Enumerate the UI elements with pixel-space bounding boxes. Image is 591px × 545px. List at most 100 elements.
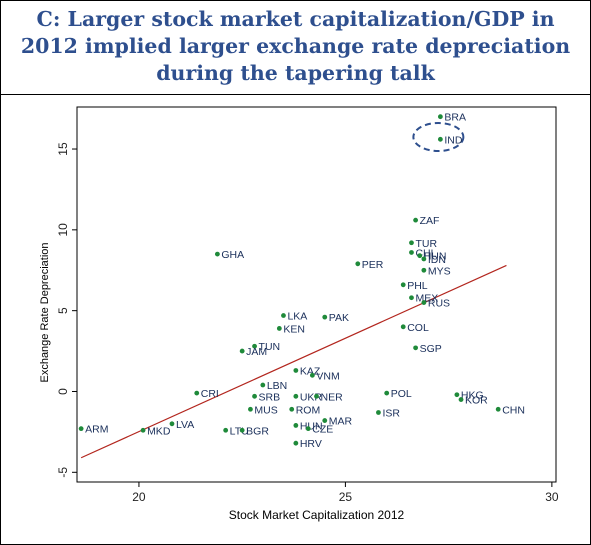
point-label: KEN	[283, 323, 305, 335]
point-label: BGR	[246, 425, 269, 437]
point-label: UKR	[300, 391, 323, 403]
data-point	[293, 423, 299, 428]
data-point	[248, 406, 253, 412]
point-label: NER	[321, 391, 344, 403]
point-label: COL	[407, 322, 429, 334]
data-point	[214, 251, 220, 257]
point-label: MAR	[329, 416, 353, 428]
data-point	[417, 253, 423, 259]
y-tick-label: 10	[56, 223, 70, 237]
point-label: MKD	[147, 425, 171, 437]
y-tick-label: -5	[56, 467, 70, 478]
point-label: CRI	[201, 388, 219, 400]
y-tick-label: 0	[56, 388, 70, 395]
data-point	[409, 240, 414, 246]
point-label: LTU	[230, 425, 249, 437]
point-label: HRV	[300, 438, 322, 450]
data-point	[413, 217, 419, 223]
data-point	[314, 393, 319, 399]
data-point	[454, 392, 460, 398]
data-point	[421, 267, 427, 273]
point-label: MEX	[415, 293, 438, 305]
data-point	[289, 406, 295, 412]
data-point	[293, 393, 299, 399]
data-point	[239, 348, 245, 354]
data-point	[78, 426, 84, 432]
x-tick-label: 20	[132, 490, 146, 504]
data-point	[437, 114, 443, 120]
point-label: VNM	[316, 370, 339, 382]
data-point	[409, 250, 414, 255]
data-point	[322, 418, 328, 423]
point-label: PAK	[329, 312, 349, 324]
point-label: TUR	[415, 238, 437, 250]
data-point	[194, 390, 200, 396]
point-label: BRA	[444, 112, 466, 124]
x-axis-title: Stock Market Capitalization 2012	[229, 508, 405, 522]
point-label: SGP	[420, 343, 442, 355]
point-label: CZE	[312, 424, 333, 436]
data-point	[458, 397, 464, 402]
y-axis-title: Exchange Rate Depreciation	[39, 242, 51, 382]
fit-line	[80, 264, 507, 459]
data-point	[309, 372, 315, 378]
data-point	[293, 368, 299, 373]
point-label: MUS	[254, 404, 277, 416]
highlight-ellipse	[412, 122, 465, 153]
title-box: C: Larger stock market capitalization/GD…	[1, 1, 590, 95]
chart-axes: 20 25 30 -5 0 5 10 15	[56, 106, 559, 504]
points-layer: BRAINDZAFTURCHLHUNIDNMYSPERGHAPHLMEXRUSL…	[78, 112, 525, 450]
point-label: HKG	[461, 390, 484, 402]
data-point	[305, 426, 311, 432]
data-point	[400, 324, 406, 330]
data-point	[495, 406, 501, 412]
fit-line-layer	[80, 122, 507, 459]
data-point	[293, 440, 299, 446]
data-point	[223, 427, 229, 433]
y-tick-label: 5	[56, 307, 70, 314]
point-label: PER	[362, 259, 384, 271]
data-point	[409, 295, 414, 301]
data-point	[239, 427, 245, 433]
point-label: JAM	[246, 346, 267, 358]
point-label: ZAF	[420, 215, 440, 227]
point-label: IDN	[428, 254, 446, 266]
point-label: HUN	[424, 251, 447, 263]
point-label: KOR	[465, 395, 488, 407]
data-point	[169, 421, 175, 427]
data-point	[252, 393, 257, 399]
data-point	[384, 390, 390, 396]
data-point	[413, 345, 419, 351]
point-label: LVA	[176, 419, 194, 431]
data-point	[140, 427, 146, 433]
data-point	[260, 382, 266, 388]
data-point	[421, 256, 427, 262]
point-label: SRB	[259, 391, 281, 403]
point-label: HUN	[300, 420, 323, 432]
point-label: TUN	[259, 341, 281, 353]
data-point	[252, 343, 257, 349]
point-label: GHA	[221, 249, 244, 261]
point-label: IND	[444, 134, 463, 146]
point-label: RUS	[428, 298, 450, 310]
data-point	[376, 410, 381, 415]
point-label: PHL	[407, 280, 428, 292]
chart-title: C: Larger stock market capitalization/GD…	[20, 7, 571, 85]
data-point	[276, 326, 282, 331]
point-label: POL	[391, 388, 412, 400]
point-label: LBN	[267, 380, 287, 392]
point-label: ARM	[85, 424, 108, 436]
x-tick-label: 25	[339, 490, 353, 504]
data-point	[355, 261, 361, 267]
plot-frame	[76, 106, 557, 483]
point-label: MYS	[428, 265, 451, 277]
x-tick-label: 30	[545, 490, 559, 504]
data-point	[421, 300, 427, 305]
point-label: KAZ	[300, 365, 321, 377]
data-point	[322, 314, 328, 320]
data-point	[400, 282, 406, 288]
point-label: ISR	[382, 407, 400, 419]
y-tick-label: 15	[56, 142, 70, 156]
point-label: ROM	[296, 404, 321, 416]
